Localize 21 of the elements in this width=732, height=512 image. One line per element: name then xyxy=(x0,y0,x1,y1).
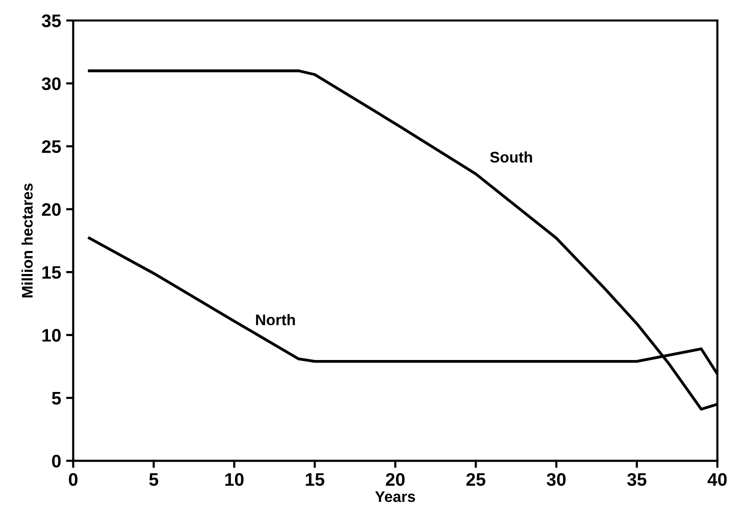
y-tick-label: 10 xyxy=(42,328,61,342)
x-tick-label: 35 xyxy=(627,473,646,486)
x-tick-label: 15 xyxy=(306,473,324,486)
y-axis-title: Million hectares xyxy=(22,184,33,298)
x-tick-label: 20 xyxy=(386,473,405,486)
x-tick-label: 25 xyxy=(466,473,486,486)
y-tick-label: 20 xyxy=(42,203,61,216)
series-label: North xyxy=(256,314,295,326)
x-tick-label: 5 xyxy=(149,473,158,486)
y-tick-label: 25 xyxy=(42,140,61,154)
y-tick-label: 5 xyxy=(52,392,61,405)
y-tick-label: 35 xyxy=(42,14,61,28)
y-tick-label: 0 xyxy=(52,454,61,468)
x-tick-label: 40 xyxy=(708,473,727,486)
series-label: South xyxy=(490,151,532,163)
y-tick-label: 15 xyxy=(42,266,61,279)
y-tick-label: 30 xyxy=(42,77,61,90)
x-tick-label: 10 xyxy=(225,473,244,486)
x-axis-title: Years xyxy=(375,491,416,502)
x-tick-label: 0 xyxy=(68,473,78,486)
x-tick-label: 30 xyxy=(546,473,566,486)
